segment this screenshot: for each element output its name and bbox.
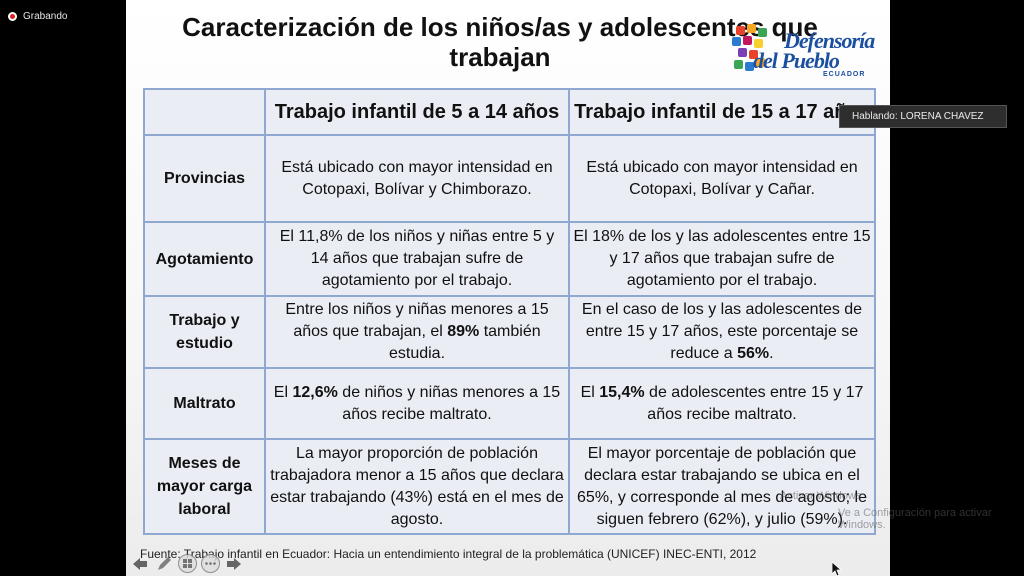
table-cell: Está ubicado con mayor intensidad en Cot… bbox=[568, 134, 876, 223]
pen-tool-button[interactable] bbox=[154, 555, 174, 573]
table-cell: La mayor proporción de población trabaja… bbox=[264, 438, 570, 535]
defensoria-logo: Defensoría del Pueblo ECUADOR bbox=[726, 20, 876, 80]
table-row: Maltrato El 12,6% de niños y niñas menor… bbox=[143, 367, 876, 440]
source-citation: Fuente: Trabajo infantil en Ecuador: Hac… bbox=[140, 547, 757, 561]
table-header-row: Trabajo infantil de 5 a 14 años Trabajo … bbox=[143, 88, 876, 136]
cell-highlight: 56% bbox=[737, 345, 770, 362]
table-cell: El 12,6% de niños y niñas menores a 15 a… bbox=[264, 367, 570, 440]
cell-text: El bbox=[580, 383, 600, 401]
cell-text: de niños y niñas menores a 15 años recib… bbox=[337, 383, 561, 423]
record-icon bbox=[8, 11, 17, 21]
row-label: Meses de mayor carga laboral bbox=[143, 438, 266, 535]
row-label: Provincias bbox=[143, 134, 266, 223]
grid-icon bbox=[183, 559, 192, 568]
cell-highlight: 15,4% bbox=[599, 383, 645, 401]
table-cell: El 18% de los y las adolescentes entre 1… bbox=[568, 221, 876, 297]
table-row: Meses de mayor carga laboral La mayor pr… bbox=[143, 438, 876, 535]
cell-text: Entre los niños y niñas menores a 15 año… bbox=[285, 301, 549, 340]
cell-text: En el caso de los y las adolescentes de … bbox=[581, 301, 863, 362]
activation-watermark-text: Ve a Configuración para activar Windows. bbox=[838, 507, 992, 531]
cell-text: de adolescentes entre 15 y 17 años recib… bbox=[644, 383, 864, 423]
next-slide-button[interactable] bbox=[224, 555, 244, 573]
recording-label: Grabando bbox=[23, 10, 68, 22]
slide-title-line2: trabajan bbox=[449, 42, 551, 72]
slideshow-toolbar bbox=[130, 554, 244, 573]
arrow-right-icon bbox=[227, 557, 241, 570]
table-cell: En el caso de los y las adolescentes de … bbox=[568, 295, 876, 369]
slide-title: Caracterización de los niños/as y adoles… bbox=[150, 12, 850, 72]
row-label: Trabajo y estudio bbox=[143, 295, 266, 369]
table-cell: El 11,8% de los niños y niñas entre 5 y … bbox=[264, 221, 570, 297]
more-dots-icon bbox=[205, 562, 216, 565]
table-row: Trabajo y estudio Entre los niños y niña… bbox=[143, 295, 876, 369]
header-cell-15-17: Trabajo infantil de 15 a 17 años bbox=[568, 88, 876, 136]
cell-text: también estudia. bbox=[388, 323, 541, 362]
mouse-cursor-icon bbox=[832, 562, 842, 576]
cell-text: . bbox=[769, 345, 774, 362]
table-cell: Entre los niños y niñas menores a 15 año… bbox=[264, 295, 570, 369]
slide-title-line1: Caracterización de los niños/as y adoles… bbox=[182, 12, 818, 42]
logo-text-line3: ECUADOR bbox=[823, 71, 866, 78]
previous-slide-button[interactable] bbox=[130, 555, 150, 573]
header-cell-5-14: Trabajo infantil de 5 a 14 años bbox=[264, 88, 570, 136]
row-label: Maltrato bbox=[143, 367, 266, 440]
cell-highlight: 12,6% bbox=[292, 383, 338, 401]
header-cell-empty bbox=[143, 88, 266, 136]
logo-text-line1: Defensoría bbox=[784, 28, 875, 53]
table-cell: El mayor porcentaje de población que dec… bbox=[568, 438, 876, 535]
cell-highlight: 89% bbox=[447, 323, 480, 340]
row-label: Agotamiento bbox=[143, 221, 266, 297]
slides-overview-button[interactable] bbox=[178, 554, 197, 573]
table-cell: El 15,4% de adolescentes entre 15 y 17 a… bbox=[568, 367, 876, 440]
pen-icon bbox=[158, 556, 171, 570]
logo-text-line2: del Pueblo bbox=[753, 48, 840, 73]
data-table: Trabajo infantil de 5 a 14 años Trabajo … bbox=[143, 88, 876, 535]
arrow-left-icon bbox=[133, 557, 147, 570]
cell-text: El bbox=[273, 383, 293, 401]
table-cell: Está ubicado con mayor intensidad en Cot… bbox=[264, 134, 570, 223]
recording-indicator: Grabando bbox=[8, 9, 67, 23]
more-options-button[interactable] bbox=[201, 554, 220, 573]
logo-mosaic-icon bbox=[730, 22, 784, 76]
table-row: Provincias Está ubicado con mayor intens… bbox=[143, 134, 876, 223]
table-row: Agotamiento El 11,8% de los niños y niña… bbox=[143, 221, 876, 297]
activation-watermark-title: Activar Windows bbox=[780, 490, 862, 502]
active-speaker-label: Hablando: LORENA CHAVEZ bbox=[839, 105, 1007, 128]
